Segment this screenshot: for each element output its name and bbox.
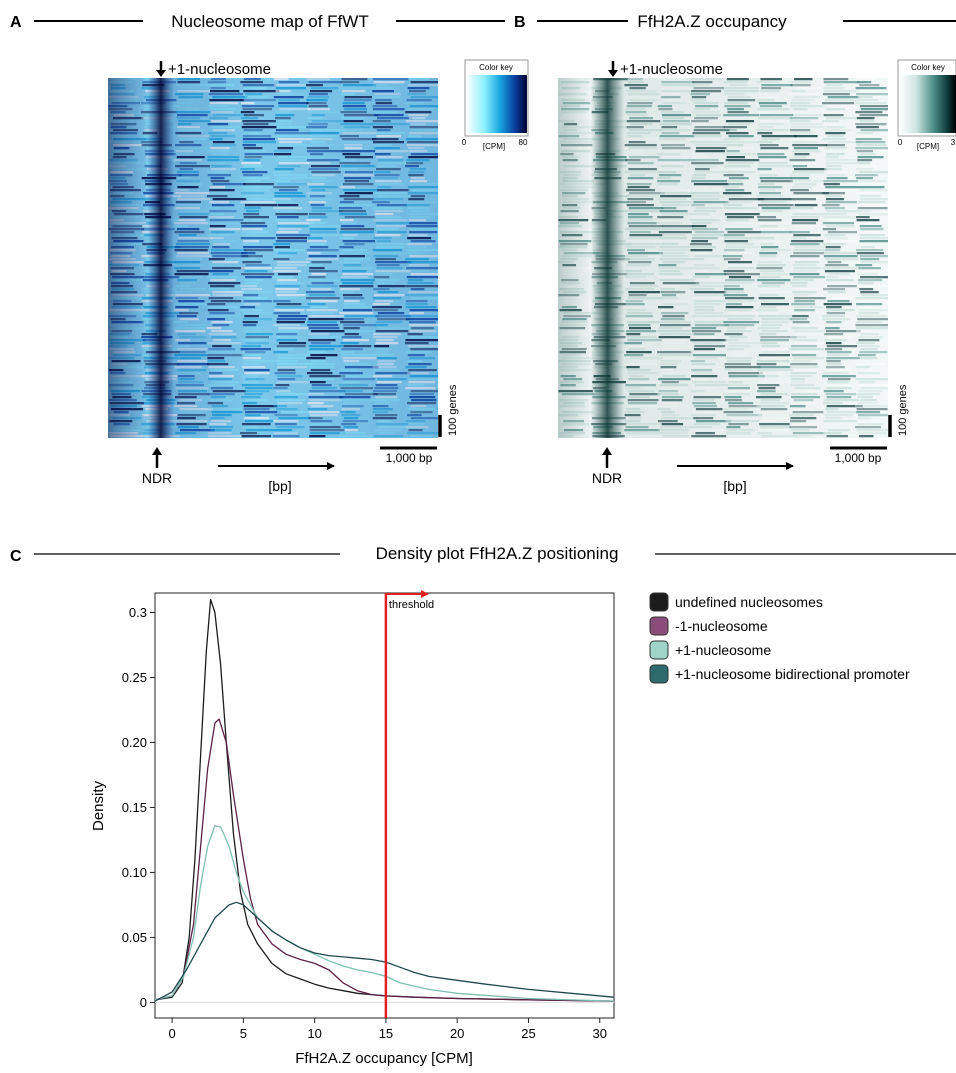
panel-a-plus1-arrowhead: [156, 70, 166, 77]
panel-a-plus1-label: +1-nucleosome: [168, 61, 271, 78]
y-tick-label: 0.05: [122, 930, 147, 945]
panel-a-color-key-gradient: [466, 75, 527, 133]
panel-a-color-key-unit: [CPM]: [483, 142, 505, 151]
x-tick-label: 5: [240, 1026, 247, 1041]
panel-b-ndr-arrowhead: [602, 447, 612, 455]
panel-c: C Density plot FfH2A.Z positioning thres…: [10, 544, 956, 1067]
panel-b-heatmap: [558, 78, 888, 438]
panel-b-letter: B: [514, 14, 526, 31]
panel-a-letter: A: [10, 14, 22, 31]
panel-b-bp-label: [bp]: [723, 478, 746, 494]
density-plot: threshold 0 5 10 15 20 25 30 0 0.05 0.10 0.15 0.20…: [90, 590, 615, 1067]
series-line-2: [154, 718, 615, 1002]
panel-a-color-key-max: 80: [519, 138, 528, 147]
y-tick-label: 0.3: [129, 605, 147, 620]
panel-b-color-key-min: 0: [898, 138, 903, 147]
legend-swatch-3: [649, 640, 669, 660]
legend-label-2: -1-nucleosome: [675, 618, 768, 634]
panel-b-genes-label: 100 genes: [897, 384, 909, 436]
series-line-4: [154, 901, 615, 1002]
panel-b-color-key: Color key 0 [CPM] 3: [897, 59, 956, 151]
density-series: [154, 598, 615, 1002]
panel-b-heatmap-shade: [558, 78, 888, 438]
x-tick-label: 20: [450, 1026, 464, 1041]
x-tick-label: 25: [521, 1026, 535, 1041]
panel-b-title: FfH2A.Z occupancy: [637, 12, 787, 31]
panel-b-color-key-max: 3: [951, 138, 956, 147]
panel-c-letter: C: [10, 548, 22, 565]
panel-b-bp-scalebar-label: 1,000 bp: [835, 451, 882, 465]
panel-a-ndr-arrowhead: [152, 447, 162, 455]
y-tick-label: 0.10: [122, 865, 147, 880]
y-tick-label: 0: [140, 995, 147, 1010]
panel-b-plus1-label: +1-nucleosome: [620, 61, 723, 78]
panel-a: A Nucleosome map of FfWT +1-nucleosome C…: [10, 12, 529, 494]
y-tick-label: 0.20: [122, 735, 147, 750]
x-tick-label: 0: [168, 1026, 175, 1041]
legend-label-1: undefined nucleosomes: [675, 594, 823, 610]
panel-a-color-key-min: 0: [462, 138, 467, 147]
legend-swatch-4: [649, 664, 669, 684]
panel-c-title: Density plot FfH2A.Z positioning: [376, 544, 619, 563]
legend-swatch-2: [649, 616, 669, 636]
y-tick-label: 0.25: [122, 670, 147, 685]
x-tick-label: 10: [307, 1026, 321, 1041]
panel-b-plus1-arrowhead: [608, 70, 618, 77]
panel-a-bp-scalebar-label: 1,000 bp: [386, 451, 433, 465]
panel-a-genes-label: 100 genes: [447, 384, 459, 436]
threshold-label: threshold: [389, 599, 434, 611]
panel-b: B FfH2A.Z occupancy +1-nucleosome Color …: [514, 12, 956, 494]
panel-b-color-key-gradient: [899, 75, 956, 133]
legend-label-3: +1-nucleosome: [675, 642, 771, 658]
legend-swatch-1: [649, 592, 669, 612]
y-axis: 0 0.05 0.10 0.15 0.20 0.25 0.3: [122, 605, 155, 1010]
panel-a-ndr-label: NDR: [142, 470, 172, 486]
x-tick-label: 30: [593, 1026, 607, 1041]
y-axis-title: Density: [90, 780, 107, 831]
panel-a-heatmap-shade: [108, 78, 438, 438]
x-tick-label: 15: [379, 1026, 393, 1041]
y-tick-label: 0.15: [122, 800, 147, 815]
panel-a-heatmap: [108, 78, 438, 438]
x-axis-title: FfH2A.Z occupancy [CPM]: [295, 1050, 473, 1067]
x-axis: 0 5 10 15 20 25 30: [168, 1018, 607, 1041]
panel-b-color-key-title: Color key: [911, 63, 945, 72]
panel-a-bp-label: [bp]: [268, 478, 291, 494]
panel-b-color-key-unit: [CPM]: [917, 142, 939, 151]
density-plot-frame: [154, 592, 615, 1019]
legend: undefined nucleosomes -1-nucleosome +1-nuc…: [649, 592, 910, 684]
threshold-marker: threshold: [384, 590, 434, 1018]
panel-a-color-key-title: Color key: [479, 63, 513, 72]
legend-label-4: +1-nucleosome bidirectional promoter: [675, 666, 910, 682]
panel-a-color-key: Color key 0 [CPM] 80: [462, 59, 529, 151]
panel-a-title: Nucleosome map of FfWT: [171, 12, 368, 31]
panel-b-ndr-label: NDR: [592, 470, 622, 486]
